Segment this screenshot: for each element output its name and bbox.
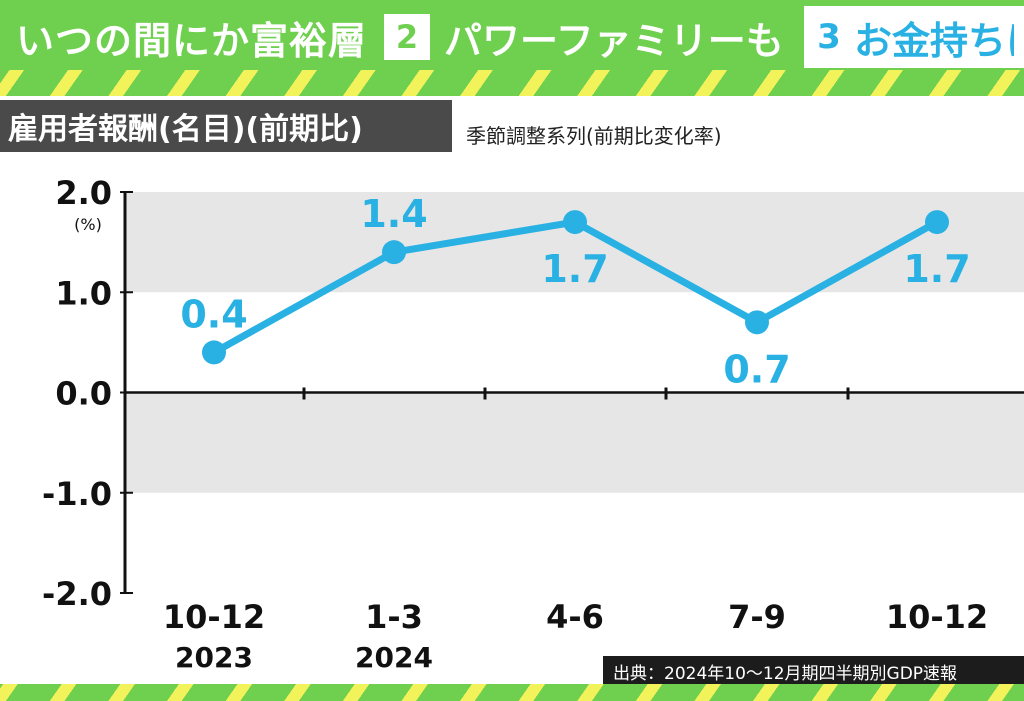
tab-3-number: 3 <box>817 17 841 57</box>
tab-2-number: 2 <box>384 14 430 60</box>
data-label: 0.7 <box>723 347 790 391</box>
chart-subtitle: 季節調整系列(前期比変化率) <box>466 124 722 148</box>
x-tick-label: 1-3 <box>365 598 423 636</box>
tab-1-label: いつの間にか富裕層 <box>16 18 368 63</box>
footer-stripes <box>0 684 1024 701</box>
y-tick-label: 0.0 <box>55 375 112 413</box>
data-point <box>925 210 949 235</box>
data-point <box>202 340 226 365</box>
data-label: 0.4 <box>180 292 247 336</box>
tab-1[interactable]: いつの間にか富裕層 <box>0 6 372 68</box>
tab-3-label: お金持ちに <box>854 18 1014 63</box>
tab-2-label: パワーファミリーも <box>444 18 784 63</box>
tab-2[interactable]: 2 パワーファミリーも <box>378 6 798 68</box>
x-tick-label: 10-12 <box>163 598 265 636</box>
tab-3[interactable]: 3 お金持ちに <box>804 6 1024 68</box>
shaded-band <box>125 392 1024 493</box>
x-tick-label: 7-9 <box>728 598 786 636</box>
y-tick-label: -1.0 <box>42 475 112 513</box>
y-tick-label: 2.0 <box>55 174 112 212</box>
data-label: 1.7 <box>541 247 608 291</box>
chart-title: 雇用者報酬(名目)(前期比) <box>0 100 452 152</box>
shaded-band <box>125 192 1024 293</box>
data-point <box>745 310 769 335</box>
source-note: 出典：2024年10～12月期四半期別GDP速報 <box>603 656 1024 686</box>
y-tick-label: -2.0 <box>42 575 112 613</box>
header-stripes <box>0 70 1024 96</box>
x-year-label: 2024 <box>355 641 433 674</box>
data-point <box>382 240 406 265</box>
y-unit-label: (%) <box>74 215 102 234</box>
data-label: 1.4 <box>360 192 427 236</box>
y-tick-label: 1.0 <box>55 274 112 312</box>
x-year-label: 2023 <box>175 641 253 674</box>
data-label: 1.7 <box>903 247 970 291</box>
x-tick-label: 10-12 <box>886 598 988 636</box>
x-tick-label: 4-6 <box>546 598 604 636</box>
data-point <box>563 210 587 235</box>
